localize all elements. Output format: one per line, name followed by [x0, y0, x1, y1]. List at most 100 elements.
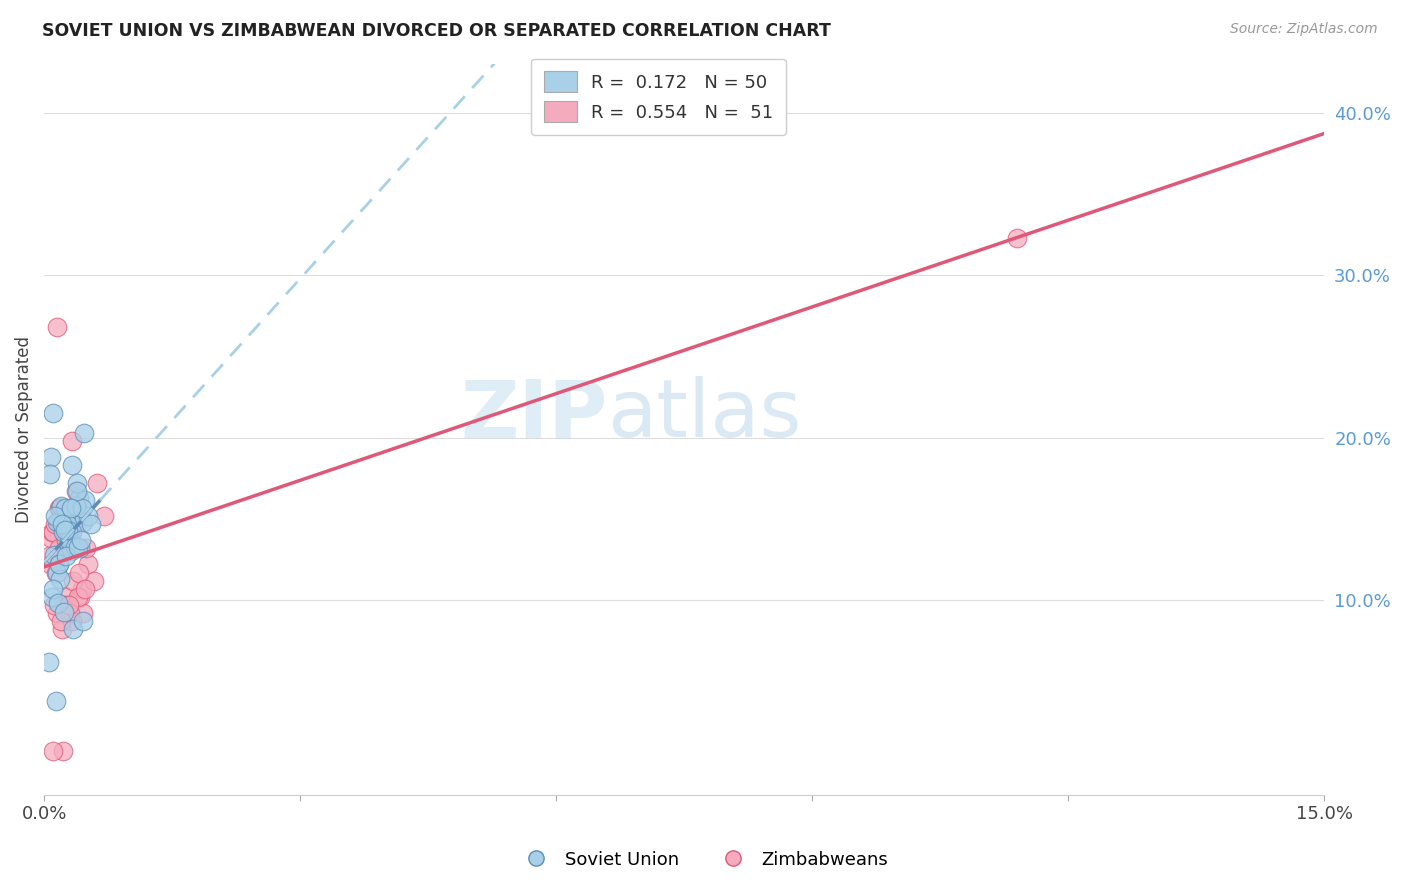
Point: [52, 524, 75, 539]
Point: [67, 491, 90, 505]
Point: [44, 516, 66, 531]
Point: [52, 744, 75, 758]
Point: [59, 532, 82, 546]
Point: [48, 558, 70, 572]
Point: [51, 499, 73, 513]
Point: [48, 541, 70, 556]
Point: [63, 541, 86, 556]
Point: [53, 524, 76, 538]
Point: [60, 615, 83, 629]
Point: [45, 694, 67, 708]
Point: [66, 500, 89, 515]
Point: [60, 434, 83, 448]
Point: [52, 605, 75, 619]
Point: [65, 476, 87, 491]
Point: [39, 450, 62, 465]
Point: [55, 533, 77, 548]
Point: [72, 615, 94, 629]
Point: [59, 606, 82, 620]
Point: [38, 655, 60, 669]
Point: [51, 615, 73, 629]
Point: [51, 516, 73, 531]
Point: [38, 549, 60, 564]
Point: [41, 744, 63, 758]
Point: [65, 499, 87, 513]
Point: [69, 533, 91, 548]
Point: [46, 549, 69, 564]
Point: [41, 407, 63, 421]
Text: Source: ZipAtlas.com: Source: ZipAtlas.com: [1230, 22, 1378, 37]
Point: [66, 484, 89, 499]
Point: [52, 516, 75, 531]
Point: [49, 572, 72, 586]
Point: [39, 558, 62, 572]
Point: [72, 606, 94, 620]
Point: [56, 590, 79, 604]
Point: [56, 516, 79, 531]
Text: SOVIET UNION VS ZIMBABWEAN DIVORCED OR SEPARATED CORRELATION CHART: SOVIET UNION VS ZIMBABWEAN DIVORCED OR S…: [42, 22, 831, 40]
Point: [75, 582, 97, 596]
Point: [75, 492, 97, 507]
Point: [58, 524, 80, 539]
Point: [75, 541, 97, 556]
Point: [60, 516, 83, 531]
Point: [63, 516, 86, 531]
Point: [58, 598, 80, 612]
Point: [55, 500, 77, 515]
Point: [45, 566, 67, 580]
Point: [69, 590, 91, 604]
Point: [63, 508, 86, 523]
Point: [72, 515, 94, 529]
Point: [83, 574, 105, 588]
Point: [62, 574, 84, 588]
Point: [60, 544, 83, 558]
Point: [41, 590, 63, 604]
Point: [39, 532, 62, 546]
Point: [70, 582, 93, 596]
Point: [46, 597, 69, 611]
Point: [69, 541, 91, 556]
Point: [44, 548, 66, 562]
Point: [67, 540, 90, 554]
Point: [45, 606, 67, 620]
Point: [58, 533, 80, 548]
Point: [53, 598, 76, 612]
Legend: R =  0.172   N = 50, R =  0.554   N =  51: R = 0.172 N = 50, R = 0.554 N = 51: [531, 59, 786, 135]
Point: [49, 500, 72, 515]
Point: [77, 508, 100, 523]
Point: [1005, 231, 1028, 245]
Point: [56, 507, 79, 521]
Point: [44, 508, 66, 523]
Point: [63, 540, 86, 554]
Point: [39, 467, 62, 481]
Point: [42, 524, 65, 539]
Point: [70, 500, 93, 515]
Point: [65, 508, 87, 523]
Point: [77, 558, 100, 572]
Point: [55, 500, 77, 515]
Point: [59, 524, 82, 539]
Text: atlas: atlas: [607, 376, 801, 454]
Legend: Soviet Union, Zimbabweans: Soviet Union, Zimbabweans: [510, 844, 896, 876]
Point: [41, 524, 63, 539]
Point: [73, 425, 96, 440]
Point: [67, 590, 90, 604]
Point: [55, 533, 77, 548]
Point: [44, 598, 66, 612]
Point: [67, 566, 90, 580]
Point: [80, 516, 103, 531]
Point: [65, 484, 87, 499]
Point: [62, 623, 84, 637]
Point: [48, 515, 70, 529]
Point: [56, 524, 79, 538]
Text: ZIP: ZIP: [460, 376, 607, 454]
Point: [48, 558, 70, 572]
Point: [45, 515, 67, 529]
Point: [51, 623, 73, 637]
Point: [60, 458, 83, 473]
Point: [56, 541, 79, 556]
Point: [53, 516, 76, 531]
Point: [93, 508, 115, 523]
Point: [45, 320, 67, 334]
Point: [52, 524, 75, 539]
